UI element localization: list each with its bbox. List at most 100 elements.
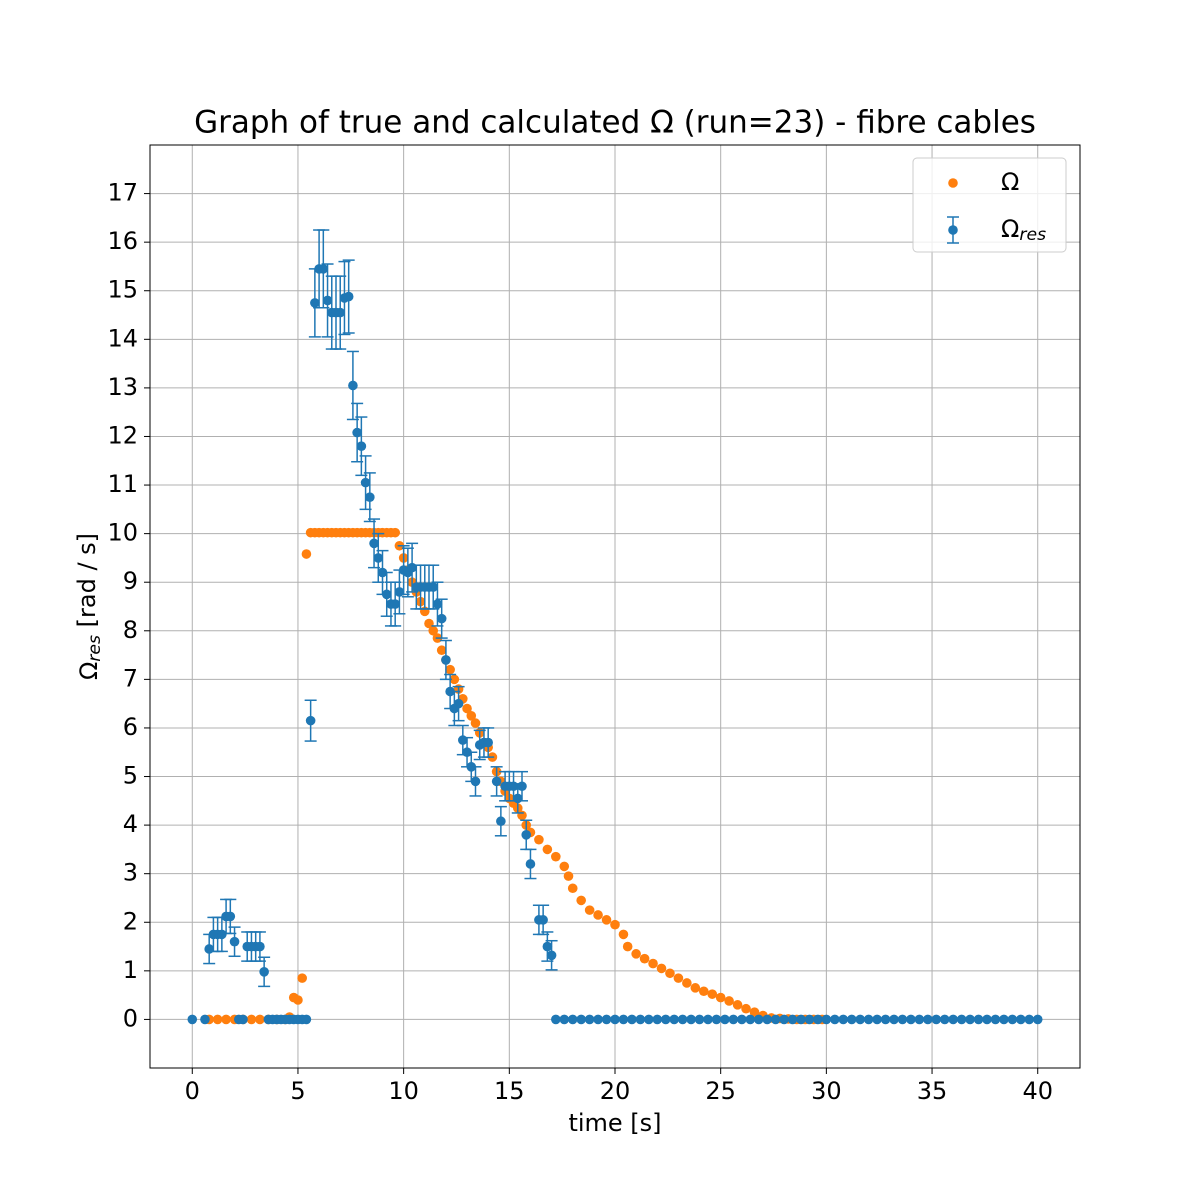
point: [255, 1014, 265, 1025]
point: [698, 986, 709, 997]
y-tick-label: 11: [107, 470, 138, 498]
point: [348, 380, 358, 391]
point: [187, 1014, 198, 1025]
y-tick-label: 4: [123, 810, 138, 838]
point: [948, 1014, 958, 1025]
point: [217, 929, 227, 940]
point: [310, 298, 320, 308]
point: [542, 941, 553, 952]
point: [593, 1014, 603, 1025]
point: [424, 618, 434, 629]
point: [601, 915, 612, 925]
point: [381, 589, 392, 600]
point: [259, 967, 269, 977]
point: [627, 1014, 637, 1025]
y-tick-label: 0: [123, 1004, 138, 1032]
point: [483, 737, 493, 748]
point: [301, 549, 312, 559]
point: [407, 562, 417, 573]
point: [458, 735, 468, 745]
point: [517, 781, 527, 792]
point: [449, 674, 460, 685]
point: [584, 905, 595, 915]
point: [428, 625, 439, 636]
point: [221, 1014, 231, 1025]
point: [737, 1014, 747, 1025]
point: [584, 1014, 595, 1025]
point: [428, 582, 439, 592]
point: [703, 1014, 713, 1025]
point: [631, 949, 641, 959]
x-tick-label: 5: [290, 1077, 305, 1105]
y-tick-label: 14: [107, 324, 138, 352]
chart-title: Graph of true and calculated Ω (run=23) …: [194, 105, 1036, 141]
point: [880, 1014, 891, 1025]
point: [390, 599, 400, 609]
y-tick-label: 3: [123, 859, 138, 887]
point: [673, 973, 684, 983]
point: [656, 963, 667, 974]
point: [711, 1014, 722, 1025]
point: [229, 936, 240, 947]
series: [204, 527, 827, 1025]
point: [390, 527, 400, 538]
point: [665, 968, 675, 979]
x-tick-label: 0: [185, 1077, 200, 1105]
point: [931, 1014, 942, 1025]
point: [830, 1014, 840, 1025]
point: [538, 915, 548, 925]
point: [728, 1014, 739, 1025]
y-tick-label: 16: [107, 227, 138, 255]
point: [889, 1014, 899, 1025]
point: [551, 1014, 561, 1025]
point: [521, 830, 532, 840]
point: [373, 553, 384, 563]
point: [466, 711, 477, 721]
point: [741, 1003, 751, 1014]
point: [360, 477, 371, 488]
point: [732, 1000, 743, 1010]
x-tick-label: 15: [494, 1077, 525, 1105]
legend-marker: [948, 178, 958, 188]
point: [576, 1014, 586, 1025]
point: [200, 1014, 210, 1025]
point: [804, 1014, 815, 1025]
point: [720, 1014, 730, 1025]
point: [787, 1014, 798, 1025]
point: [939, 1014, 950, 1025]
point: [973, 1014, 984, 1025]
point: [436, 613, 447, 624]
point: [318, 264, 329, 274]
point: [394, 587, 405, 597]
y-tick-label: 17: [107, 179, 138, 207]
point: [644, 1014, 654, 1025]
point: [212, 1014, 223, 1025]
y-tick-label: 15: [107, 276, 138, 304]
point: [441, 655, 451, 665]
point: [559, 1014, 570, 1025]
point: [1016, 1014, 1026, 1025]
point: [610, 919, 620, 930]
point: [669, 1014, 679, 1025]
x-tick-label: 10: [388, 1077, 419, 1105]
point: [956, 1014, 967, 1025]
series: [187, 229, 1043, 1025]
x-tick-label: 20: [600, 1077, 631, 1105]
point: [770, 1014, 781, 1025]
point: [246, 1014, 257, 1025]
y-tick-label: 10: [107, 519, 138, 547]
point: [724, 996, 734, 1006]
point: [365, 492, 375, 502]
point: [753, 1014, 764, 1025]
point: [779, 1014, 789, 1025]
point: [546, 950, 557, 961]
point: [559, 861, 570, 872]
point: [225, 911, 236, 922]
point: [813, 1014, 823, 1025]
point: [470, 718, 481, 728]
point: [255, 941, 265, 952]
point: [352, 427, 362, 438]
legend-marker: [948, 225, 958, 235]
point: [694, 1014, 705, 1025]
